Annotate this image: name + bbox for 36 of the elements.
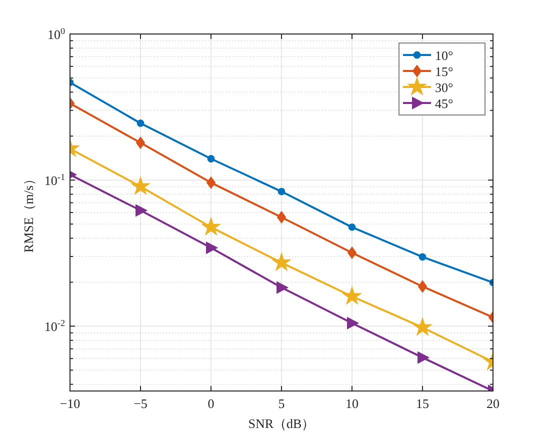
point	[348, 223, 356, 231]
point	[136, 120, 144, 127]
legend-label: 10°	[435, 48, 454, 63]
point	[276, 281, 288, 294]
point	[206, 176, 216, 189]
point	[131, 177, 150, 194]
x-tick-label: 10	[346, 396, 358, 411]
y-tick-label: 10$^{-2}$	[44, 318, 66, 334]
x-tick-label: 0	[208, 396, 214, 411]
x-axis-title: SNR（dB）	[248, 416, 315, 431]
point	[277, 211, 286, 224]
y-tick-label: 10$^{0}$	[47, 26, 66, 42]
point	[418, 280, 427, 292]
x-tick-label: 20	[486, 396, 500, 411]
point	[136, 204, 147, 216]
legend-label: 15°	[435, 64, 454, 79]
point	[342, 286, 362, 304]
point	[348, 246, 356, 259]
legend-label: 45°	[435, 96, 454, 111]
y-axis-title: RMSE（m/s）	[21, 172, 36, 253]
point	[206, 242, 218, 254]
point	[207, 155, 215, 162]
point	[418, 352, 429, 364]
point	[136, 136, 145, 149]
y-tick-label: 10$^{-1}$	[44, 172, 65, 188]
point	[413, 318, 432, 336]
point	[272, 253, 291, 270]
legend-label: 30°	[435, 80, 454, 95]
x-tick-label: −5	[134, 396, 148, 411]
point	[418, 253, 426, 261]
x-tick-label: 15	[416, 396, 429, 411]
point	[278, 188, 286, 196]
point	[202, 218, 220, 235]
point	[347, 317, 358, 330]
x-tick-label: 5	[278, 396, 285, 411]
x-tick-label: −10	[60, 396, 80, 411]
